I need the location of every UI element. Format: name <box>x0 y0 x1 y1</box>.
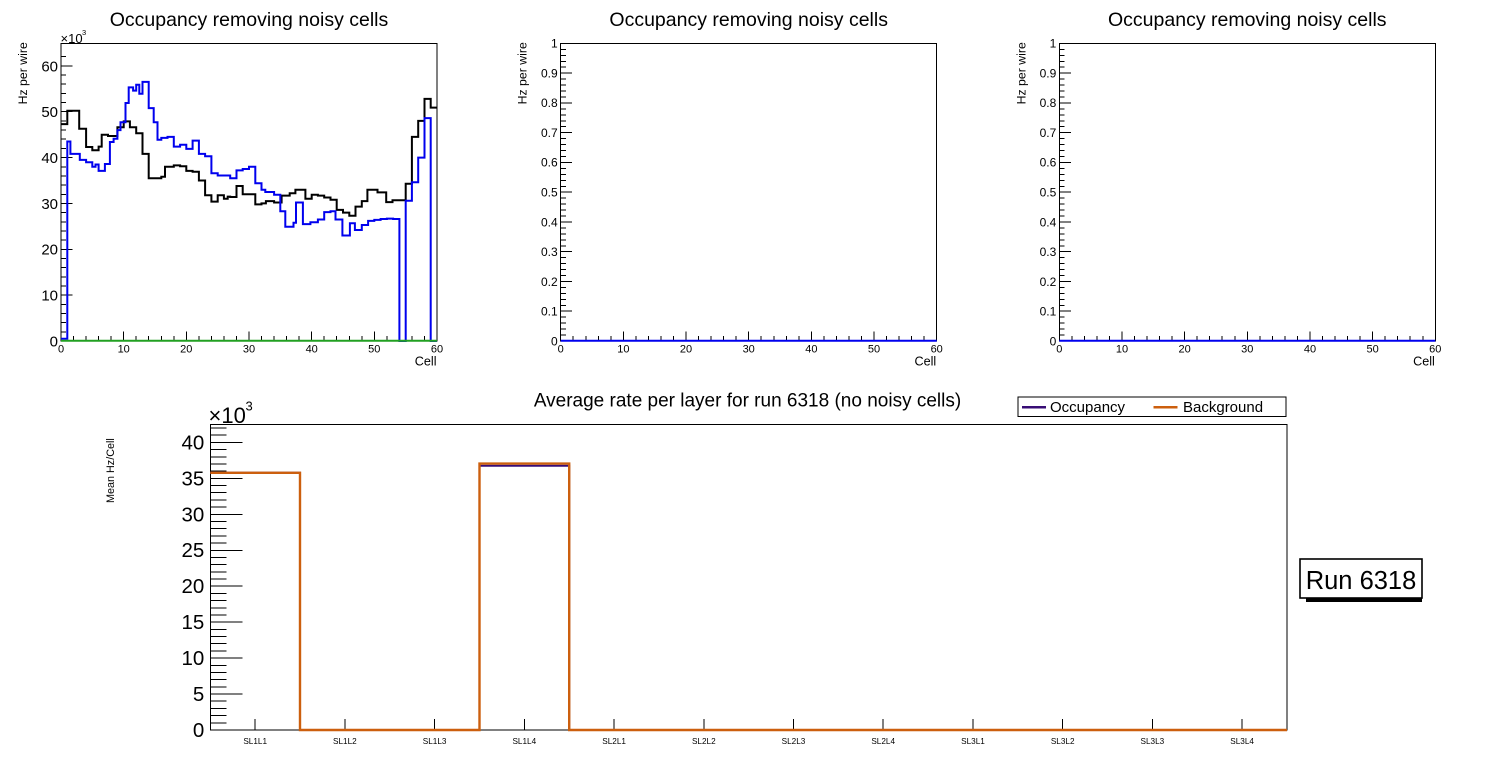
svg-text:1: 1 <box>551 37 558 51</box>
svg-text:0.4: 0.4 <box>1040 215 1057 229</box>
svg-text:50: 50 <box>868 343 880 355</box>
svg-text:0.5: 0.5 <box>1040 186 1057 200</box>
svg-text:Occupancy removing noisy cells: Occupancy removing noisy cells <box>110 9 389 31</box>
svg-text:0.7: 0.7 <box>1040 126 1057 140</box>
svg-text:0: 0 <box>193 719 204 742</box>
svg-text:30: 30 <box>41 196 58 213</box>
svg-text:40: 40 <box>181 431 204 454</box>
svg-text:0.1: 0.1 <box>541 305 558 319</box>
svg-text:60: 60 <box>931 343 943 355</box>
svg-text:×10: ×10 <box>61 31 83 46</box>
svg-text:10: 10 <box>617 343 629 355</box>
svg-text:SL2L3: SL2L3 <box>782 737 806 746</box>
svg-text:SL1L3: SL1L3 <box>423 737 447 746</box>
svg-text:0: 0 <box>551 334 558 348</box>
svg-text:10: 10 <box>118 343 130 355</box>
svg-text:50: 50 <box>41 104 58 121</box>
svg-text:0.8: 0.8 <box>541 96 558 110</box>
svg-text:Average rate per layer for run: Average rate per layer for run 6318 (no … <box>534 391 961 412</box>
svg-text:50: 50 <box>368 343 380 355</box>
svg-text:SL3L4: SL3L4 <box>1230 737 1254 746</box>
svg-text:0.2: 0.2 <box>541 275 558 289</box>
svg-text:20: 20 <box>680 343 692 355</box>
svg-text:1: 1 <box>1050 37 1057 51</box>
svg-text:20: 20 <box>41 242 58 259</box>
svg-text:Cell: Cell <box>914 355 936 369</box>
svg-text:3: 3 <box>246 399 253 414</box>
svg-text:15: 15 <box>181 611 204 634</box>
svg-text:SL2L2: SL2L2 <box>692 737 716 746</box>
svg-text:SL1L2: SL1L2 <box>333 737 357 746</box>
svg-text:60: 60 <box>41 58 58 75</box>
svg-text:0.1: 0.1 <box>1040 305 1057 319</box>
svg-text:Hz per wire: Hz per wire <box>516 42 530 104</box>
svg-text:Occupancy: Occupancy <box>1050 399 1126 416</box>
svg-text:0.9: 0.9 <box>541 67 558 81</box>
svg-text:×10: ×10 <box>209 403 246 428</box>
svg-text:40: 40 <box>41 150 58 167</box>
svg-text:SL3L2: SL3L2 <box>1051 737 1075 746</box>
svg-text:Cell: Cell <box>1413 355 1435 369</box>
svg-text:0.5: 0.5 <box>541 186 558 200</box>
svg-text:0.9: 0.9 <box>1040 67 1057 81</box>
svg-text:30: 30 <box>1241 343 1253 355</box>
svg-text:0: 0 <box>50 333 58 350</box>
svg-text:Occupancy removing noisy cells: Occupancy removing noisy cells <box>609 9 888 31</box>
svg-text:0.8: 0.8 <box>1040 96 1057 110</box>
svg-text:0: 0 <box>1056 343 1062 355</box>
svg-text:0.2: 0.2 <box>1040 275 1057 289</box>
svg-text:20: 20 <box>1178 343 1190 355</box>
svg-text:0.3: 0.3 <box>1040 245 1057 259</box>
svg-text:Hz per wire: Hz per wire <box>1014 42 1028 104</box>
svg-text:SL1L1: SL1L1 <box>243 737 267 746</box>
svg-text:0.6: 0.6 <box>1040 156 1057 170</box>
svg-text:60: 60 <box>431 343 443 355</box>
svg-text:0: 0 <box>58 343 64 355</box>
svg-text:20: 20 <box>180 343 192 355</box>
svg-text:50: 50 <box>1366 343 1378 355</box>
svg-text:30: 30 <box>243 343 255 355</box>
svg-text:10: 10 <box>1116 343 1128 355</box>
svg-text:0.6: 0.6 <box>541 156 558 170</box>
svg-text:20: 20 <box>181 575 204 598</box>
svg-text:Run 6318: Run 6318 <box>1306 567 1417 595</box>
svg-text:Mean Hz/Cell: Mean Hz/Cell <box>105 438 117 503</box>
svg-text:40: 40 <box>306 343 318 355</box>
svg-text:40: 40 <box>805 343 817 355</box>
svg-text:0: 0 <box>1050 334 1057 348</box>
svg-text:3: 3 <box>82 28 86 37</box>
svg-text:Occupancy removing noisy cells: Occupancy removing noisy cells <box>1108 9 1387 31</box>
svg-text:0.3: 0.3 <box>541 245 558 259</box>
svg-text:30: 30 <box>181 503 204 526</box>
svg-text:SL3L3: SL3L3 <box>1141 737 1165 746</box>
svg-text:SL1L4: SL1L4 <box>512 737 536 746</box>
svg-text:35: 35 <box>181 467 204 490</box>
svg-text:0: 0 <box>558 343 564 355</box>
svg-text:SL2L1: SL2L1 <box>602 737 626 746</box>
svg-text:Hz per wire: Hz per wire <box>16 42 30 104</box>
svg-text:0.7: 0.7 <box>541 126 558 140</box>
svg-text:40: 40 <box>1304 343 1316 355</box>
svg-text:SL3L1: SL3L1 <box>961 737 985 746</box>
svg-text:Cell: Cell <box>415 355 437 369</box>
svg-text:60: 60 <box>1429 343 1441 355</box>
svg-text:25: 25 <box>181 539 204 562</box>
svg-text:5: 5 <box>193 683 204 706</box>
svg-text:Background: Background <box>1183 399 1263 416</box>
svg-text:30: 30 <box>743 343 755 355</box>
svg-text:SL2L4: SL2L4 <box>871 737 895 746</box>
svg-text:10: 10 <box>181 647 204 670</box>
svg-text:10: 10 <box>41 288 58 305</box>
svg-text:0.4: 0.4 <box>541 215 558 229</box>
